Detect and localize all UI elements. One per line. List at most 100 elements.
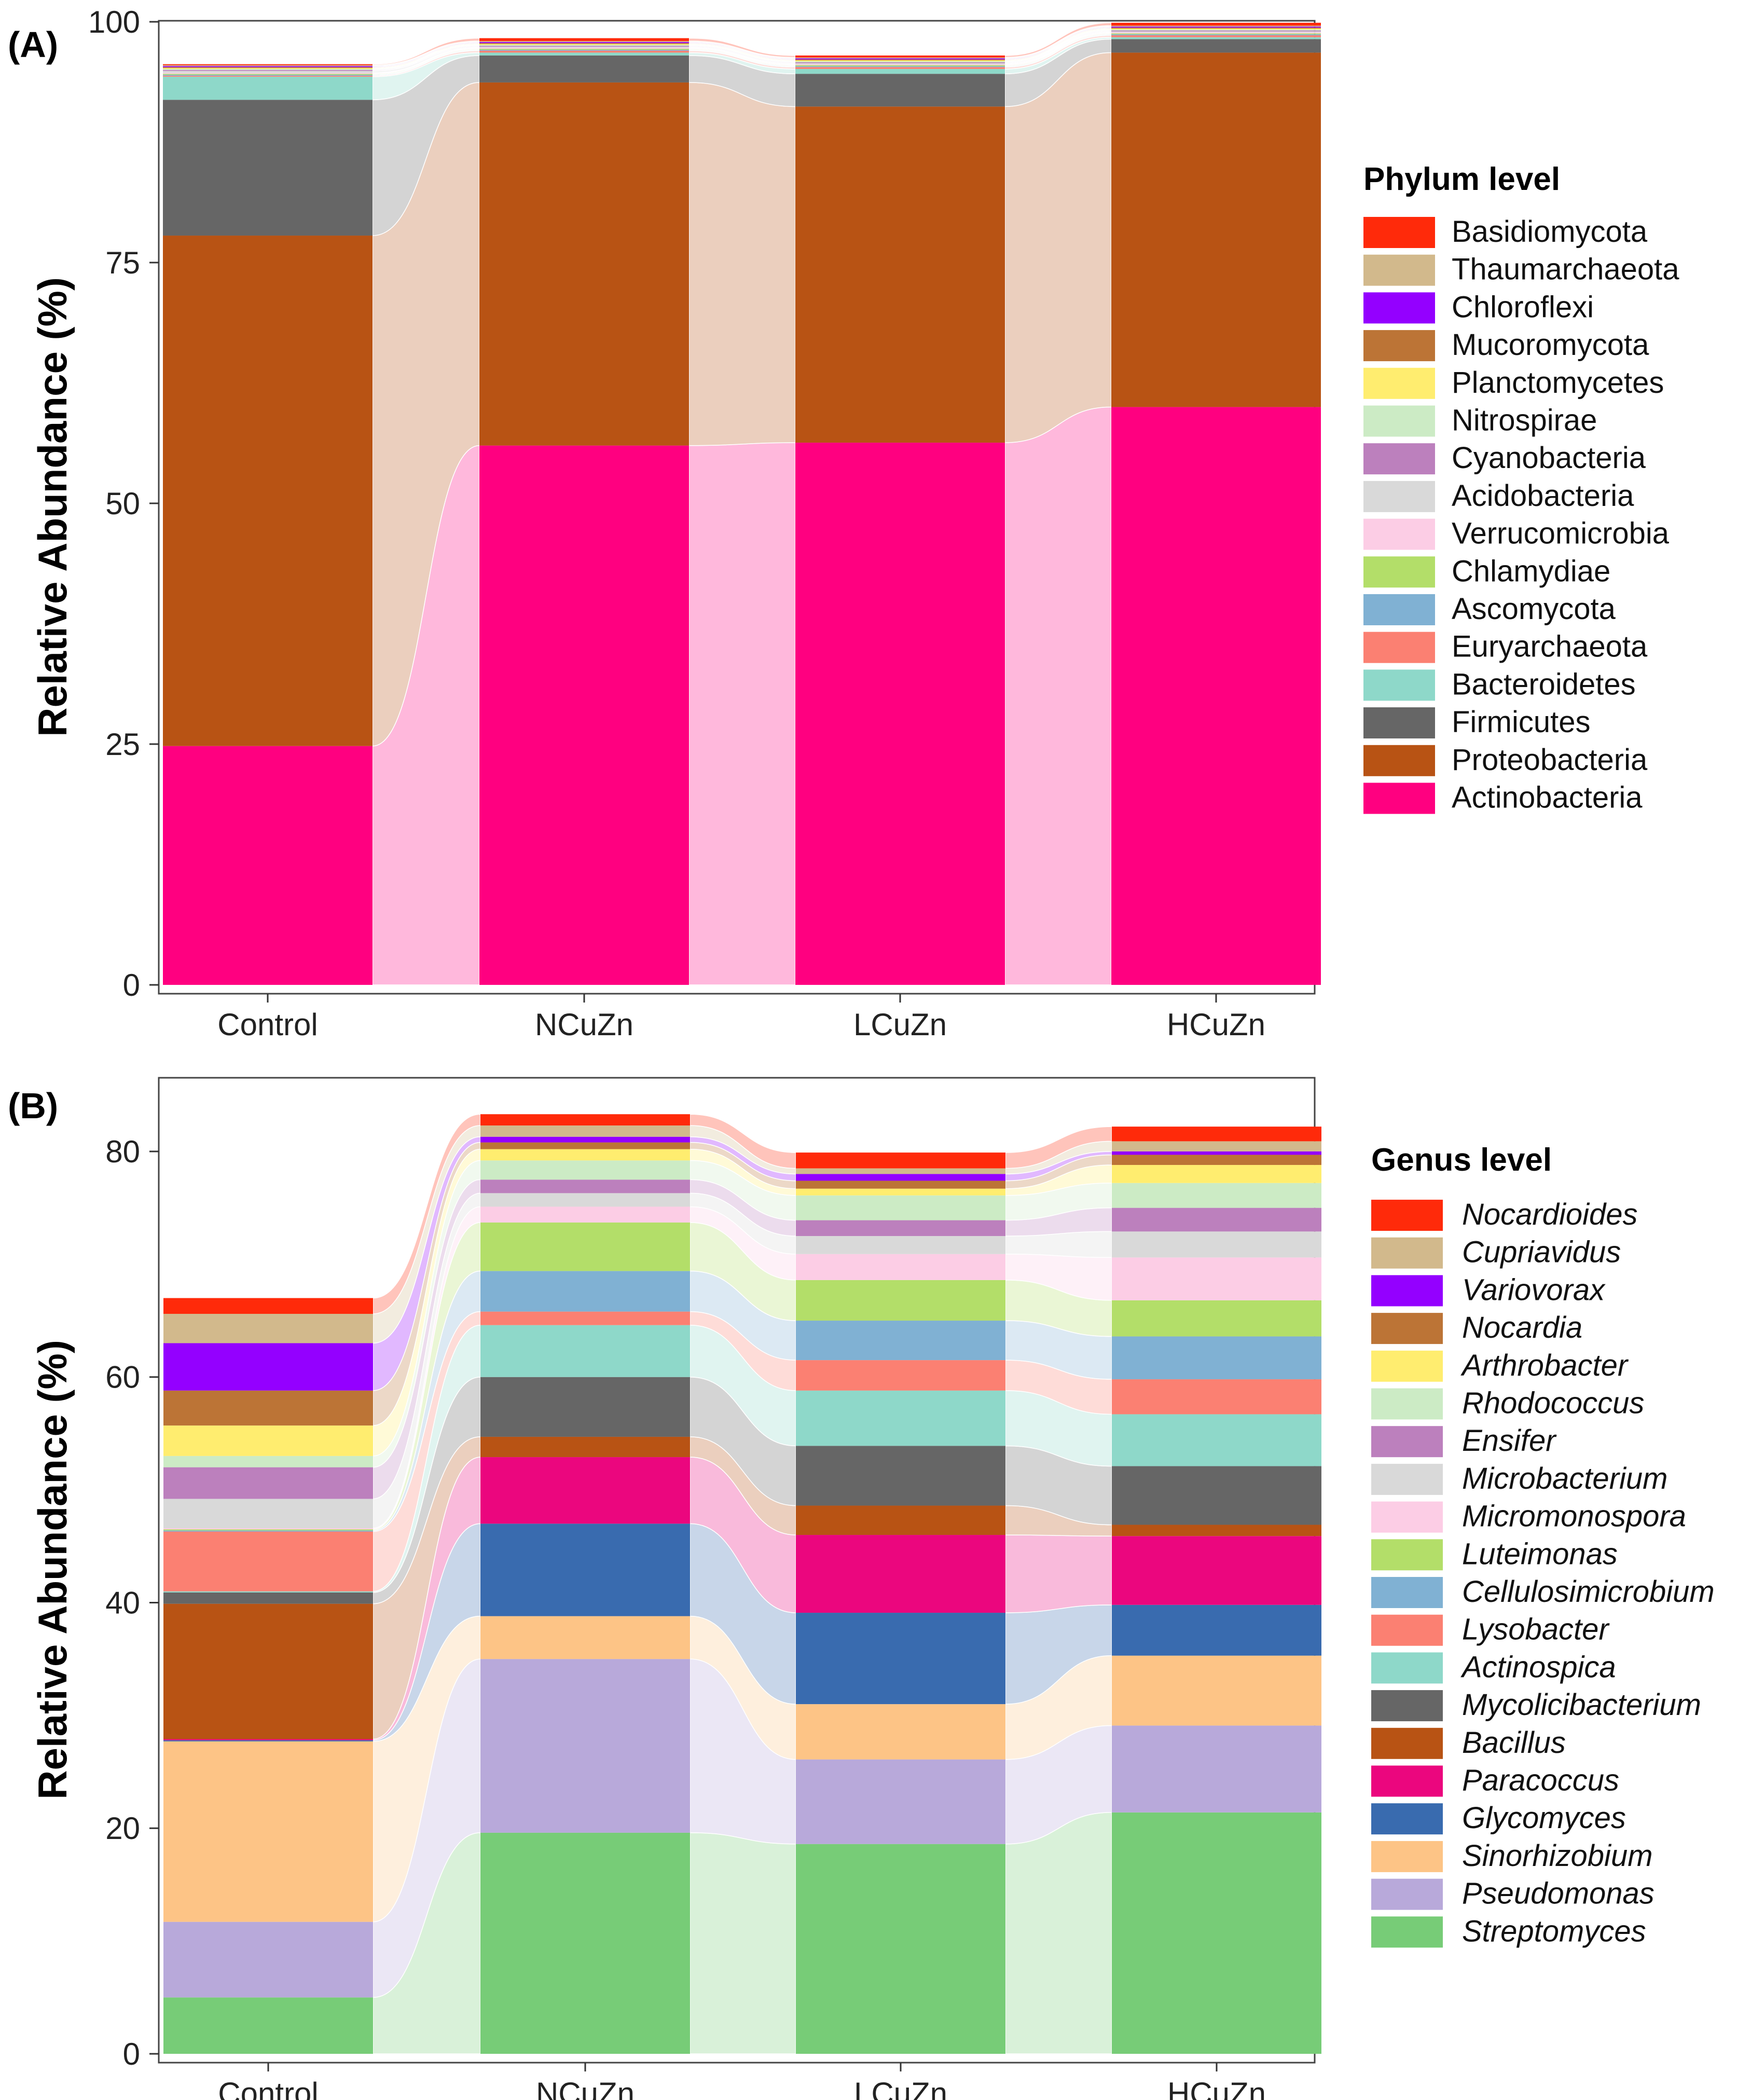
- panel-b-x-tick-lcuzn: LCuZn: [854, 2076, 947, 2100]
- panel-a-bar-cyanobacteria-hcuzn: [1111, 30, 1321, 32]
- panel-b-bar-arthrobacter-lcuzn: [796, 1188, 1005, 1196]
- panel-b-bar-paracoccus-hcuzn: [1112, 1536, 1321, 1605]
- panel-a-flows: [372, 22, 1112, 985]
- panel-a-y-axis-label: Relative Abundance (%): [30, 277, 75, 737]
- panel-b-legend-swatch-arthrobacter: [1371, 1350, 1443, 1382]
- panel-b-legend-label-mycolicibacterium: Mycolicibacterium: [1462, 1688, 1701, 1722]
- panel-b-legend-swatch-sinorhizobium: [1371, 1841, 1443, 1872]
- panel-a-legend-title: Phylum level: [1363, 161, 1560, 197]
- panel-b-legend-swatch-bacillus: [1371, 1727, 1443, 1759]
- panel-a-legend-label-bacteroidetes: Bacteroidetes: [1452, 667, 1636, 701]
- panel-a-bar-thaumarchaeota-control: [163, 65, 373, 66]
- panel-b-legend-title: Genus level: [1371, 1142, 1552, 1178]
- panel-b-bar-lysobacter-lcuzn: [796, 1360, 1005, 1391]
- panel-b-chart: 0 20 40 60 80 Control NCuZn LCuZn HCuZn (B) Rel…: [8, 1077, 1715, 2100]
- panel-b-bar-variovorax-control: [163, 1343, 373, 1391]
- panel-a-bar-basidiomycota-lcuzn: [795, 55, 1005, 58]
- panel-b-bar-ensifer-hcuzn: [1112, 1207, 1321, 1232]
- panel-a-legend-swatch-actinobacteria: [1363, 783, 1435, 814]
- panel-a-legend-label-planctomycetes: Planctomycetes: [1452, 366, 1664, 400]
- panel-b-bar-cellulosimicrobium-hcuzn: [1112, 1336, 1321, 1380]
- panel-a-legend-swatch-thaumarchaeota: [1363, 254, 1435, 286]
- panel-a-legend-swatch-basidiomycota: [1363, 217, 1435, 248]
- panel-a-legend-label-actinobacteria: Actinobacteria: [1452, 781, 1643, 815]
- panel-b-legend-swatch-cupriavidus: [1371, 1237, 1443, 1269]
- panel-a-bar-euryarchaeota-hcuzn: [1111, 35, 1321, 37]
- panel-b-bar-micromonospora-control: [163, 1528, 373, 1530]
- panel-b-bar-paracoccus-ncuzn: [480, 1457, 690, 1524]
- panel-a-y-tick-25: 25: [105, 727, 140, 762]
- panel-a-legend-label-mucoromycota: Mucoromycota: [1452, 328, 1649, 362]
- panel-b-bar-cellulosimicrobium-control: [163, 1530, 373, 1532]
- panel-a-legend-label-firmicutes: Firmicutes: [1452, 705, 1590, 739]
- panel-b-bar-nocardioides-control: [163, 1298, 373, 1314]
- panel-a-bar-ascomycota-lcuzn: [795, 66, 1005, 67]
- panel-a-bar-acidobacteria-hcuzn: [1111, 31, 1321, 33]
- panel-a-bar-euryarchaeota-lcuzn: [795, 67, 1005, 69]
- panel-b-bar-streptomyces-control: [163, 1997, 373, 2054]
- panel-b-bar-pseudomonas-ncuzn: [480, 1659, 690, 1833]
- panel-a-bar-chlamydiae-ncuzn: [479, 48, 689, 50]
- panel-a-bar-acidobacteria-control: [163, 71, 373, 73]
- panel-a-legend-swatch-euryarchaeota: [1363, 632, 1435, 663]
- panel-a-bar-chloroflexi-lcuzn: [795, 58, 1005, 60]
- panel-a-legend-swatch-chloroflexi: [1363, 292, 1435, 324]
- panel-a-y-tick-50: 50: [105, 486, 140, 521]
- panel-b-bar-micromonospora-lcuzn: [796, 1254, 1005, 1280]
- panel-b-bar-microbacterium-control: [163, 1499, 373, 1529]
- panel-a-bar-bacteroidetes-ncuzn: [479, 52, 689, 56]
- panel-b-bar-arthrobacter-control: [163, 1425, 373, 1456]
- panel-b-legend-label-pseudomonas: Pseudomonas: [1462, 1877, 1655, 1911]
- panel-a-chart: 0 25 50 75 100 Control NCuZn LCuZn HCuZn (A) Re…: [8, 5, 1679, 1042]
- panel-a-bar-planctomycetes-hcuzn: [1111, 28, 1321, 30]
- panel-a-legend-swatch-verrucomicrobia: [1363, 518, 1435, 550]
- panel-b-bar-nocardioides-lcuzn: [796, 1152, 1005, 1169]
- panel-a-legend: Phylum level Basidiomycota Thaumarchaeota…: [1363, 161, 1679, 815]
- panel-b-bar-bacillus-control: [163, 1603, 373, 1739]
- panel-b-flows: [373, 1114, 1112, 2054]
- panel-b-bar-rhodococcus-control: [163, 1456, 373, 1467]
- panel-b-bars: [163, 1114, 1321, 2054]
- panel-b-bar-variovorax-lcuzn: [796, 1174, 1005, 1181]
- panel-b-bar-actinospica-hcuzn: [1112, 1414, 1321, 1466]
- panel-b-legend-label-micromonospora: Micromonospora: [1462, 1500, 1686, 1533]
- panel-b-bar-arthrobacter-ncuzn: [480, 1149, 690, 1161]
- panel-a-legend-swatch-nitrospirae: [1363, 405, 1435, 437]
- panel-b-bar-micromonospora-hcuzn: [1112, 1257, 1321, 1300]
- panel-b-bar-sinorhizobium-lcuzn: [796, 1704, 1005, 1760]
- panel-b-bar-variovorax-hcuzn: [1112, 1151, 1321, 1155]
- panel-a-bar-planctomycetes-lcuzn: [795, 60, 1005, 62]
- panel-b-legend-label-actinospica: Actinospica: [1460, 1650, 1616, 1684]
- panel-b-bar-cupriavidus-lcuzn: [796, 1168, 1005, 1174]
- panel-b-bar-microbacterium-ncuzn: [480, 1193, 690, 1207]
- panel-a-flow-proteobacteria-2: [1004, 52, 1112, 443]
- panel-b-legend-label-sinorhizobium: Sinorhizobium: [1462, 1839, 1653, 1873]
- panel-b-y-tick-60: 60: [105, 1360, 140, 1395]
- panel-a-legend-swatch-mucoromycota: [1363, 330, 1435, 362]
- panel-b-x-ticks: Control NCuZn LCuZn HCuZn: [218, 2063, 1266, 2100]
- panel-b-y-tick-80: 80: [105, 1134, 140, 1169]
- panel-a-bar-proteobacteria-hcuzn: [1111, 52, 1321, 407]
- panel-b-legend: Genus level Nocardioides Cupriavidus Vario…: [1371, 1142, 1715, 1948]
- panel-b-bar-bacillus-hcuzn: [1112, 1525, 1321, 1536]
- panel-a-legend-label-ascomycota: Ascomycota: [1452, 592, 1616, 626]
- panel-b-bar-nocardia-lcuzn: [796, 1181, 1005, 1189]
- panel-b-bar-paracoccus-lcuzn: [796, 1535, 1005, 1613]
- panel-b-bar-lysobacter-hcuzn: [1112, 1379, 1321, 1415]
- panel-a-bar-proteobacteria-lcuzn: [795, 106, 1005, 443]
- panel-b-legend-swatch-rhodococcus: [1371, 1388, 1443, 1420]
- panel-b-bar-nocardioides-ncuzn: [480, 1114, 690, 1126]
- panel-b-x-tick-hcuzn: HCuZn: [1167, 2076, 1266, 2100]
- panel-b-bar-mycolicibacterium-ncuzn: [480, 1377, 690, 1437]
- panel-b-legend-label-cupriavidus: Cupriavidus: [1462, 1236, 1621, 1269]
- panel-b-bar-streptomyces-ncuzn: [480, 1832, 690, 2054]
- panel-b-legend-swatch-variovorax: [1371, 1275, 1443, 1307]
- panel-a-bar-mucoromycota-control: [163, 67, 373, 68]
- panel-a-bar-basidiomycota-hcuzn: [1111, 22, 1321, 26]
- panel-b-flow-paracoccus-2: [1005, 1534, 1112, 1613]
- panel-a-legend-label-nitrospirae: Nitrospirae: [1452, 404, 1597, 437]
- panel-a-bar-euryarchaeota-ncuzn: [479, 50, 689, 53]
- panel-a-bar-nitrospirae-hcuzn: [1111, 29, 1321, 31]
- panel-a-bar-ascomycota-ncuzn: [479, 49, 689, 51]
